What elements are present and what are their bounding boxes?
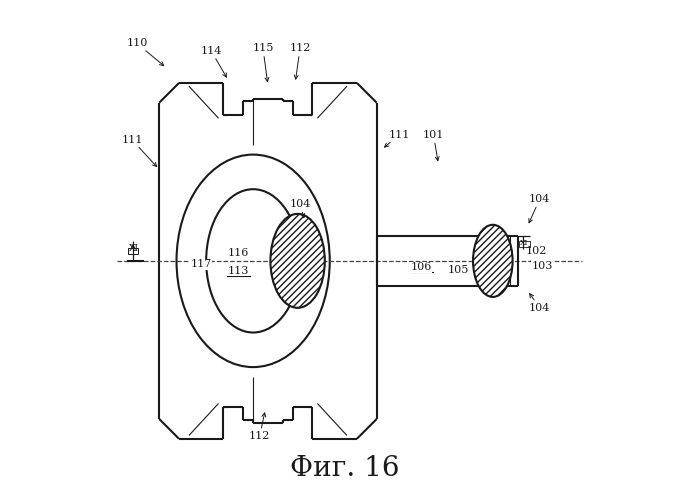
Text: 104: 104 [289, 199, 311, 218]
Text: 117: 117 [191, 259, 212, 269]
Text: 101: 101 [423, 130, 444, 161]
Text: 114: 114 [201, 46, 226, 77]
Text: XI: XI [520, 239, 528, 247]
Text: 106: 106 [410, 262, 432, 272]
Text: 103: 103 [282, 261, 303, 271]
Text: Фиг. 16: Фиг. 16 [290, 455, 399, 482]
Text: 104: 104 [529, 294, 551, 313]
Text: 103: 103 [531, 261, 553, 271]
Text: 113: 113 [228, 266, 249, 276]
Text: 116: 116 [228, 248, 249, 258]
Text: 112: 112 [289, 43, 311, 79]
Text: XI: XI [129, 244, 139, 253]
Text: 102: 102 [526, 246, 547, 256]
Text: 111: 111 [384, 130, 410, 147]
Ellipse shape [473, 225, 512, 297]
Text: 115: 115 [252, 43, 274, 82]
Text: 112: 112 [249, 413, 271, 441]
Text: 110: 110 [127, 38, 164, 66]
Text: 111: 111 [122, 135, 157, 166]
Text: 105: 105 [447, 265, 469, 275]
Ellipse shape [271, 214, 325, 308]
Text: 104: 104 [529, 194, 551, 223]
